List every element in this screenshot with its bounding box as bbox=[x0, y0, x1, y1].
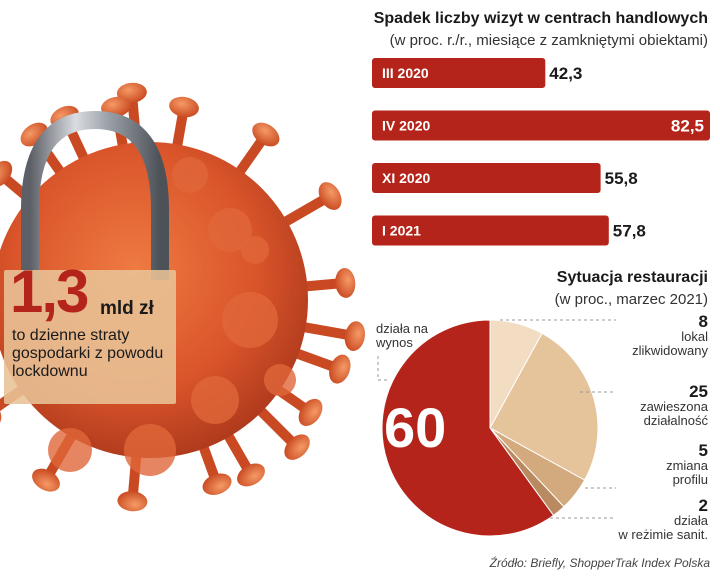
headline-description: to dzienne straty gospodarki z powodu lo… bbox=[12, 327, 164, 380]
bar-category-label: IV 2020 bbox=[382, 118, 430, 134]
pie-label-takeaway: działa na wynos bbox=[376, 321, 429, 350]
bar-2 bbox=[372, 110, 710, 141]
pie-slice-1 bbox=[381, 319, 555, 537]
pie-slice-value-takeaway: 60 bbox=[384, 396, 447, 459]
bar-chart: III 2020 42,3 IV 2020 82,5 XI 2020 55,8 I 2021… bbox=[372, 58, 710, 246]
pie-leader-line bbox=[377, 356, 390, 381]
pie-chart-title: Sytuacja restauracji bbox=[556, 269, 708, 286]
pie-label-sanitary: 2 działa w reżimie sanit. bbox=[618, 496, 708, 542]
pie-chart bbox=[377, 319, 616, 537]
bar-3 bbox=[372, 163, 601, 193]
headline-value: 1,3 bbox=[10, 258, 89, 325]
pie-slice-3 bbox=[489, 332, 599, 481]
pie-label-closed: 8 lokal zlikwidowany bbox=[632, 312, 708, 358]
bar-category-label: III 2020 bbox=[382, 65, 429, 81]
bar-chart-title: Spadek liczby wizyt w centrach handlowyc… bbox=[373, 10, 708, 27]
bar-value-label: 42,3 bbox=[549, 64, 582, 83]
bar-value-label: 55,8 bbox=[605, 169, 638, 188]
bar-1 bbox=[372, 58, 546, 88]
bar-category-label: XI 2020 bbox=[382, 170, 430, 186]
bar-4 bbox=[372, 215, 609, 246]
pie-chart-subtitle: (w proc., marzec 2021) bbox=[554, 291, 708, 308]
headline-unit: mld zł bbox=[100, 298, 154, 319]
bar-chart-subtitle: (w proc. r./r., miesiące z zamkniętymi o… bbox=[389, 32, 708, 49]
bar-value-label: 82,5 bbox=[671, 117, 704, 136]
pie-label-suspended: 25 zawieszona działalność bbox=[640, 382, 708, 428]
source-note: Źródło: Briefly, ShopperTrak Index Polsk… bbox=[489, 556, 710, 570]
pie-label-profile-change: 5 zmiana profilu bbox=[666, 441, 708, 487]
bar-category-label: I 2021 bbox=[382, 223, 421, 239]
padlock-body bbox=[4, 270, 176, 404]
bar-value-label: 57,8 bbox=[613, 222, 646, 241]
